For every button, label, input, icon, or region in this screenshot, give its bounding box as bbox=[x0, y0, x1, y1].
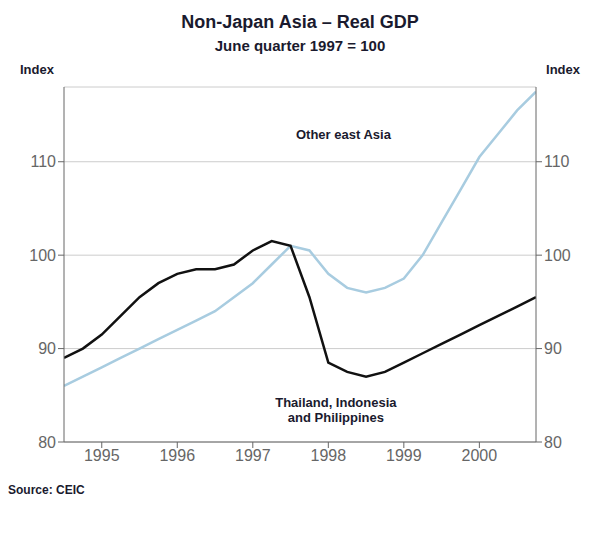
svg-text:Other east Asia: Other east Asia bbox=[296, 126, 392, 141]
html-text:Index: Index bbox=[20, 62, 54, 77]
html-text:June quarter 1997 = 100: June quarter 1997 = 100 bbox=[214, 37, 386, 54]
svg-text:1998: 1998 bbox=[311, 447, 347, 464]
html-text:Index: Index bbox=[546, 62, 580, 77]
svg-text:80: 80 bbox=[38, 434, 56, 451]
svg-text:Thailand, Indonesiaand Philipp: Thailand, Indonesiaand Philippines bbox=[275, 394, 397, 424]
svg-text:90: 90 bbox=[38, 340, 56, 357]
svg-text:1995: 1995 bbox=[84, 447, 120, 464]
html-text:Source: CEIC: Source: CEIC bbox=[8, 483, 85, 497]
svg-text:80: 80 bbox=[544, 434, 562, 451]
svg-text:110: 110 bbox=[544, 153, 570, 170]
svg-text:100: 100 bbox=[544, 247, 571, 264]
html-text:Non-Japan Asia – Real GDP: Non-Japan Asia – Real GDP bbox=[181, 12, 419, 32]
svg-text:100: 100 bbox=[29, 247, 56, 264]
svg-text:1996: 1996 bbox=[159, 447, 195, 464]
svg-text:1999: 1999 bbox=[386, 447, 422, 464]
svg-text:110: 110 bbox=[30, 153, 56, 170]
svg-text:1997: 1997 bbox=[235, 447, 271, 464]
svg-text:90: 90 bbox=[544, 340, 562, 357]
svg-text:2000: 2000 bbox=[462, 447, 498, 464]
